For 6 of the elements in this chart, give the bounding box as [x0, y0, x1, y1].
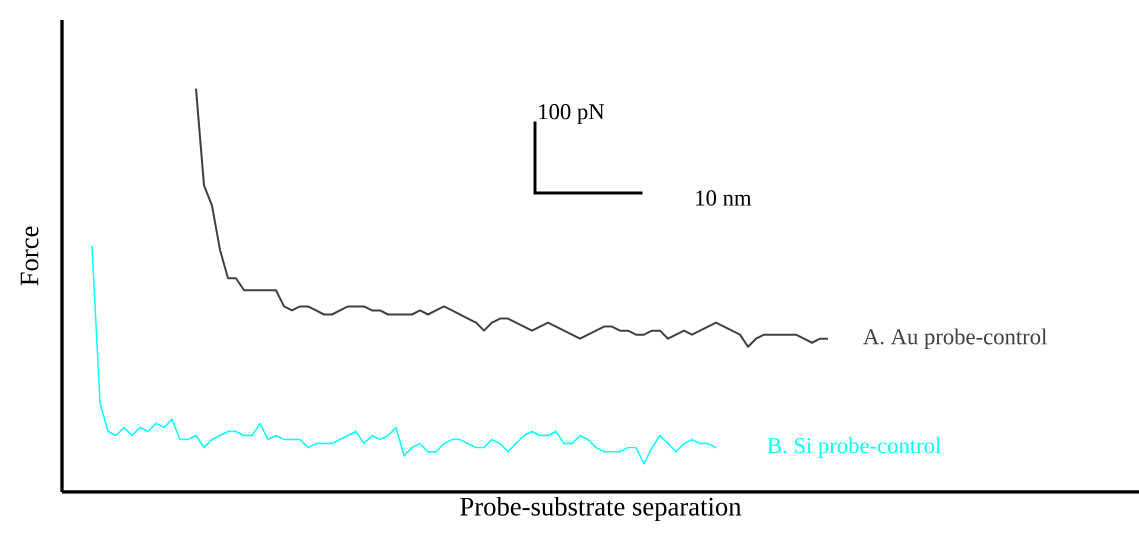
annotation: 10 nm: [696, 190, 752, 206]
series-label: A. Au probe-control: [863, 328, 1047, 349]
text: B. Si probe-control: [767, 437, 941, 458]
y-axis-title: Force: [20, 226, 39, 286]
x-axis-title: Probe-substrate separation: [460, 496, 742, 522]
annotation: 100 pN: [539, 104, 605, 124]
